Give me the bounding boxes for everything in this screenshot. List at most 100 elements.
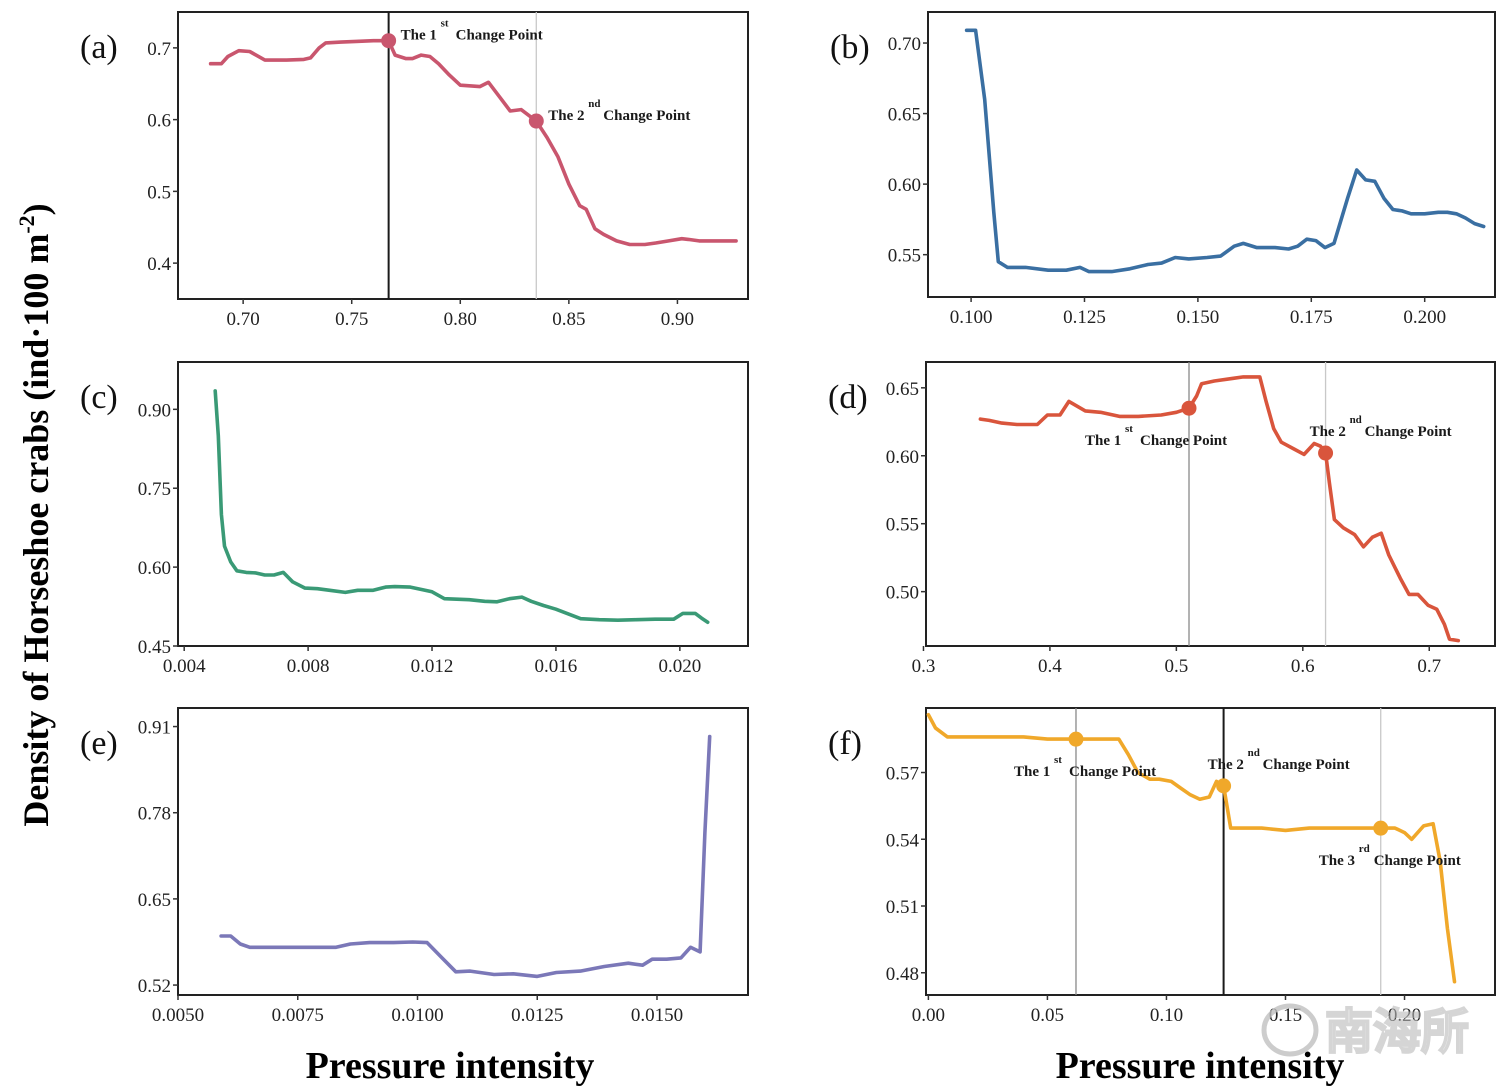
y-tick-label: 0.4 [147, 254, 171, 275]
series-line [219, 734, 712, 979]
y-tick-label: 0.55 [886, 515, 919, 536]
x-tick-label: 0.20 [1388, 1005, 1421, 1026]
plot-frame [925, 707, 1496, 996]
y-tick-label: 0.78 [138, 804, 171, 825]
series-line [213, 389, 710, 625]
change-point-label-suffix: st [441, 18, 449, 30]
x-tick-label: 0.020 [658, 656, 701, 677]
x-tick-label: 0.80 [444, 309, 477, 330]
change-point-marker [1181, 400, 1197, 416]
series-line [208, 38, 738, 247]
y-tick-label: 0.91 [138, 718, 171, 739]
change-point-label-text: Change Point [1263, 757, 1350, 773]
y-tick-label: 0.7 [147, 39, 171, 60]
x-tick-label: 0.05 [1031, 1005, 1064, 1026]
x-tick-label: 0.85 [552, 309, 585, 330]
x-tick-label: 0.7 [1417, 656, 1441, 677]
y-tick-label: 0.65 [888, 105, 921, 126]
panel-d: 0.3 0.4 0.5 0.6 0.7 0.50 0.55 0.60 0.65 (d) The 1 s… [828, 361, 1496, 677]
y-tick-label: 0.60 [888, 175, 921, 196]
watermark-logo-icon [1261, 1003, 1319, 1057]
x-tick-label: 0.125 [1063, 307, 1106, 328]
series-line [926, 712, 1457, 984]
change-point-label-text: Change Point [1140, 433, 1227, 449]
y-tick-label: 0.50 [886, 583, 919, 604]
plot-frame [177, 361, 749, 647]
x-tick-label: 0.0075 [272, 1005, 324, 1026]
x-tick-label: 0.90 [661, 309, 694, 330]
x-tick-label: 0.6 [1291, 656, 1315, 677]
x-tick-label: 0.75 [335, 309, 368, 330]
change-point-marker [1068, 731, 1084, 747]
x-tick-label: 0.0100 [391, 1005, 443, 1026]
panel-e: 0.0050 0.0075 0.0100 0.0125 0.0150 0.52 0.65 0.… [80, 707, 749, 1026]
y-tick-label: 0.90 [138, 400, 171, 421]
change-point-label-prefix: The 3 [1319, 853, 1355, 869]
change-point-label-suffix: nd [1350, 414, 1362, 426]
panels-group: 0.70 0.75 0.80 0.85 0.90 0.4 0.5 0.6 0.7 (a) The 1… [80, 11, 1496, 1026]
x-tick-label: 0.5 [1164, 656, 1188, 677]
x-tick-label: 0.012 [411, 656, 454, 677]
x-tick-label: 0.016 [535, 656, 578, 677]
panel-b: 0.100 0.125 0.150 0.175 0.200 0.55 0.60 0.65 0.7… [830, 11, 1496, 328]
x-tick-label: 0.150 [1177, 307, 1220, 328]
x-tick-label: 0.200 [1403, 307, 1446, 328]
change-point-label-text: Change Point [456, 28, 543, 44]
change-point-label-text: Change Point [603, 108, 690, 124]
panel-c: 0.004 0.008 0.012 0.016 0.020 0.45 0.60 0.75 0.9… [80, 361, 749, 677]
panel-label: (c) [80, 379, 118, 416]
change-point-label-text: Change Point [1365, 424, 1452, 440]
panel-label: (d) [828, 379, 868, 416]
y-tick-label: 0.48 [886, 964, 919, 985]
y-tick-label: 0.51 [886, 897, 919, 918]
y-tick-label: 0.60 [886, 447, 919, 468]
change-point-label: The 1 st Change Point [1014, 754, 1156, 780]
change-point-marker [381, 33, 397, 49]
x-tick-label: 0.100 [950, 307, 993, 328]
series-line [978, 375, 1461, 643]
change-point-marker [528, 113, 544, 129]
x-tick-label: 0.4 [1038, 656, 1062, 677]
change-point-label-prefix: The 2 [1208, 757, 1244, 773]
change-point-label-suffix: nd [1248, 747, 1260, 759]
change-point-label-prefix: The 1 [401, 28, 437, 44]
change-point-marker [1373, 820, 1389, 836]
watermark-text: 南海所 [1325, 1004, 1469, 1060]
y-tick-label: 0.57 [886, 764, 919, 785]
change-point-label-prefix: The 1 [1085, 433, 1121, 449]
y-axis-title-main: Density of Horseshoe crabs (ind·100 m [16, 234, 56, 827]
panel-label: (f) [828, 725, 862, 762]
y-tick-label: 0.5 [147, 182, 171, 203]
change-point-label: The 1 st Change Point [401, 18, 543, 44]
change-point-label-prefix: The 2 [548, 108, 584, 124]
series-line [964, 28, 1486, 274]
change-point-label-suffix: st [1125, 423, 1133, 435]
x-tick-label: 0.0150 [631, 1005, 683, 1026]
change-point-label-prefix: The 1 [1014, 764, 1050, 780]
watermark: 南海所 [1261, 1003, 1470, 1061]
x-axis-title-left: Pressure intensity [306, 1045, 595, 1087]
plot-frame [177, 707, 749, 996]
x-tick-label: 0.70 [227, 309, 260, 330]
x-tick-label: 0.0050 [152, 1005, 204, 1026]
change-point-label-text: Change Point [1069, 764, 1156, 780]
y-tick-label: 0.45 [138, 637, 171, 658]
y-tick-label: 0.60 [138, 558, 171, 579]
change-point-marker [1318, 445, 1334, 461]
change-point-label-suffix: st [1054, 754, 1062, 766]
plot-frame [927, 11, 1496, 298]
plot-frame [177, 11, 749, 300]
y-axis-title-close: ) [16, 203, 56, 215]
x-tick-label: 0.10 [1150, 1005, 1183, 1026]
y-axis-title-sup: -2 [14, 215, 39, 233]
panel-label: (b) [830, 29, 870, 66]
x-tick-label: 0.3 [912, 656, 936, 677]
change-point-label-suffix: rd [1359, 843, 1370, 855]
change-point-label: The 3 rd Change Point [1319, 843, 1461, 869]
change-point-label-prefix: The 2 [1310, 424, 1346, 440]
x-tick-label: 0.004 [163, 656, 206, 677]
